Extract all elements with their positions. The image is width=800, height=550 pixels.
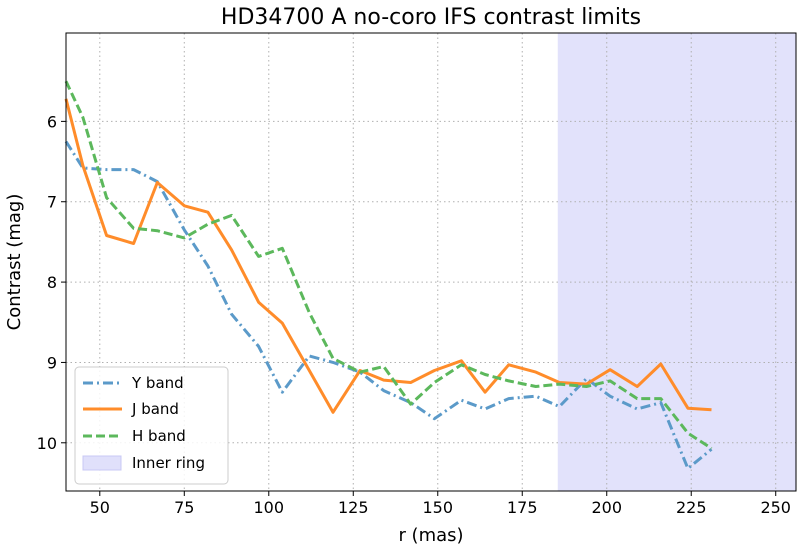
x-tick-label: 75 <box>174 498 194 517</box>
y-tick-label: 6 <box>47 112 57 131</box>
series-line-y-band <box>64 140 713 470</box>
legend: Y band J band H band Inner ring <box>74 366 229 485</box>
y-tick-label: 10 <box>37 434 57 453</box>
legend-frame <box>74 366 229 485</box>
x-tick-label: 125 <box>338 498 369 517</box>
x-tick-label: 175 <box>507 498 538 517</box>
inner-ring-region <box>557 33 796 491</box>
y-tick-label: 8 <box>47 273 57 292</box>
x-tick-label: 225 <box>676 498 707 517</box>
legend-swatch-inner-ring <box>82 455 122 471</box>
x-axis-label: r (mas) <box>398 525 463 546</box>
x-tick-label: 100 <box>254 498 285 517</box>
x-tick-label: 50 <box>90 498 110 517</box>
chart-title: HD34700 A no-coro IFS contrast limits <box>221 5 641 30</box>
legend-label-j-band: J band <box>131 400 179 418</box>
legend-label-inner-ring: Inner ring <box>132 454 205 472</box>
x-tick-label: 150 <box>422 498 453 517</box>
x-tick-label: 250 <box>760 498 791 517</box>
plot-frame <box>65 32 797 492</box>
y-tick-label: 9 <box>47 353 57 372</box>
x-tick-label: 200 <box>591 498 622 517</box>
plot-area: 50 75 100 125 150 175 200 225 250 6 7 8 9 10 <box>37 32 797 517</box>
y-tick-label: 7 <box>47 193 57 212</box>
series-line-h-band <box>64 80 713 450</box>
legend-label-y-band: Y band <box>131 374 184 392</box>
legend-label-h-band: H band <box>132 427 186 445</box>
series-line-j-band <box>64 98 712 414</box>
y-axis-label: Contrast (mag) <box>4 194 25 331</box>
